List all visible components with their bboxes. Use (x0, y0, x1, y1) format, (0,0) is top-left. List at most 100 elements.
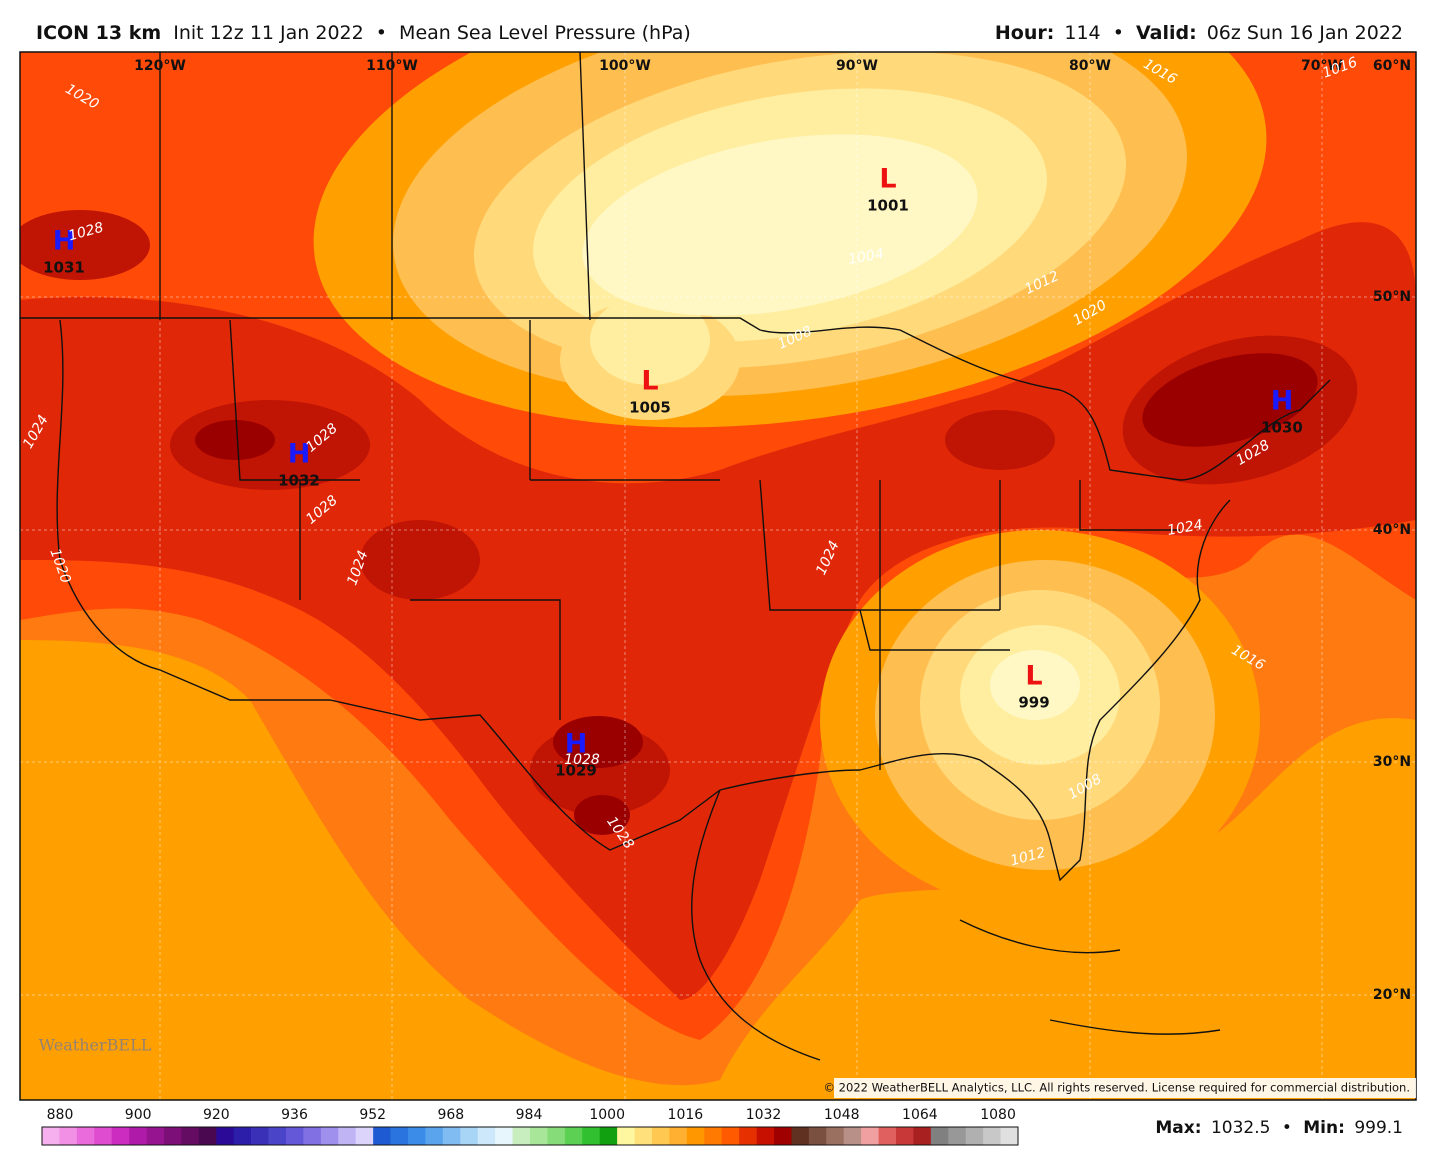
colorbar-swatch (408, 1127, 426, 1145)
stats: Max: 1032.5 • Min: 999.1 (1155, 1118, 1403, 1138)
longitude-label: 120°W (134, 58, 186, 74)
colorbar-swatch (843, 1127, 862, 1145)
center-symbol: H (288, 439, 311, 470)
colorbar-swatch (930, 1127, 949, 1145)
center-symbol: H (1271, 386, 1294, 417)
colorbar-swatch (373, 1127, 391, 1145)
center-value: 1029 (555, 762, 597, 780)
map (20, 52, 1416, 1100)
colorbar-swatch (617, 1127, 635, 1145)
colorbar-swatch (861, 1127, 879, 1145)
center-value: 1005 (629, 399, 671, 417)
colorbar-swatch (76, 1127, 95, 1145)
colorbar-swatch (512, 1127, 531, 1145)
colorbar-swatch (268, 1127, 287, 1145)
colorbar-swatch (442, 1127, 461, 1145)
separator: • (1113, 22, 1124, 44)
colorbar-swatch (198, 1127, 217, 1145)
colorbar-swatch (460, 1127, 479, 1145)
colorbar-swatch (721, 1127, 740, 1145)
colorbar-swatch (495, 1127, 513, 1145)
colorbar-swatch (233, 1127, 252, 1145)
colorbar-swatch (965, 1127, 984, 1145)
hour-label: Hour: (995, 22, 1054, 44)
colorbar-swatch (948, 1127, 967, 1145)
colorbar-swatch (355, 1127, 374, 1145)
min-label: Min: (1303, 1118, 1345, 1138)
colorbar-tick-label: 952 (359, 1107, 386, 1123)
colorbar-swatch (634, 1127, 653, 1145)
longitude-label: 80°W (1069, 58, 1111, 74)
colorbar-swatch (826, 1127, 845, 1145)
colorbar-swatch (686, 1127, 705, 1145)
colorbar-swatch (913, 1127, 932, 1145)
watermark: WeatherBELL (39, 1036, 152, 1055)
colorbar-tick-label: 1064 (902, 1107, 938, 1123)
init: Init 12z 11 Jan 2022 (173, 22, 364, 44)
colorbar-tick-label: 920 (203, 1107, 230, 1123)
map-frame (19, 51, 1417, 1101)
colorbar-swatch (791, 1127, 810, 1145)
colorbar-swatch (896, 1127, 914, 1145)
pressure-centers: H 1031 H 1032 L 1005 L 1001 H 1030 H 1029 L 999 (43, 164, 1303, 780)
longitude-label: 100°W (599, 58, 651, 74)
colorbar-tick-label: 1048 (824, 1107, 860, 1123)
colorbar-swatch (286, 1127, 304, 1145)
max: 1032.5 (1211, 1118, 1270, 1138)
latitude-label: 60°N (1373, 58, 1411, 74)
colorbar-swatch (652, 1127, 670, 1145)
colorbar-swatch (878, 1127, 897, 1145)
colorbar-swatch (669, 1127, 688, 1145)
colorbar-swatch (547, 1127, 566, 1145)
longitude-label: 70°W (1301, 58, 1343, 74)
center-symbol: H (565, 729, 588, 760)
colorbar-swatch (774, 1127, 792, 1145)
colorbar-swatch (146, 1127, 165, 1145)
colorbar-swatch (164, 1127, 182, 1145)
colorbar-swatch (983, 1127, 1001, 1145)
separator: • (376, 22, 387, 44)
center-symbol: L (641, 366, 658, 397)
colorbar-swatch (756, 1127, 775, 1145)
colorbar-tick-label: 900 (125, 1107, 152, 1123)
center-value: 1032 (278, 472, 320, 490)
center-symbol: L (1025, 661, 1042, 692)
model: ICON 13 km (36, 22, 161, 44)
center-value: 1030 (1261, 419, 1303, 437)
longitude-labels: 120°W 110°W 100°W 90°W 80°W 70°W (134, 58, 1343, 74)
colorbar-frame (41, 1126, 1019, 1146)
colorbar-tick-label: 968 (437, 1107, 464, 1123)
center-value: 1031 (43, 259, 85, 277)
colorbar-swatch (564, 1127, 583, 1145)
colorbar-swatch (338, 1127, 357, 1145)
field: Mean Sea Level Pressure (hPa) (399, 22, 691, 44)
min: 999.1 (1354, 1118, 1403, 1138)
contour-label: 1004 (847, 246, 885, 268)
latitude-label: 50°N (1373, 289, 1411, 305)
colorbar-swatch (59, 1127, 78, 1145)
latitude-label: 20°N (1373, 987, 1411, 1003)
colorbar-swatch (129, 1127, 147, 1145)
center-value: 1001 (867, 197, 909, 215)
colorbar-swatch (181, 1127, 200, 1145)
max-label: Max: (1155, 1118, 1201, 1138)
valid: 06z Sun 16 Jan 2022 (1207, 22, 1403, 44)
colorbar-swatch (320, 1127, 339, 1145)
colorbar-swatch (477, 1127, 496, 1145)
colorbar-swatch (251, 1127, 269, 1145)
longitude-label: 110°W (366, 58, 418, 74)
latitude-label: 30°N (1373, 754, 1411, 770)
contour-label: 1028 (564, 752, 600, 768)
copyright: © 2022 WeatherBELL Analytics, LLC. All r… (824, 1081, 1410, 1095)
colorbar-swatch (425, 1127, 444, 1145)
colorbar-swatch (599, 1127, 618, 1145)
colorbar-tick-label: 1032 (746, 1107, 782, 1123)
separator: • (1282, 1118, 1292, 1138)
header-right: Hour: 114 • Valid: 06z Sun 16 Jan 2022 (995, 22, 1403, 44)
center-symbol: H (53, 226, 76, 257)
colorbar-swatch (704, 1127, 723, 1145)
longitude-label: 90°W (836, 58, 878, 74)
colorbar-tick-label: 1000 (589, 1107, 625, 1123)
colorbar-swatch (739, 1127, 757, 1145)
